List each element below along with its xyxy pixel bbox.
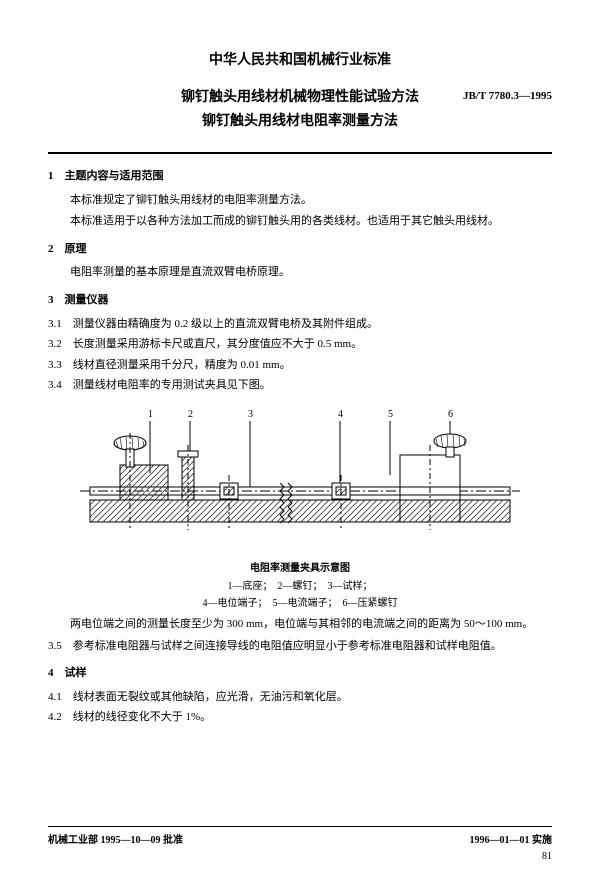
section-3-1: 3.1 测量仪器由精确度为 0.2 级以上的直流双臂电桥及其附件组成。 [48,316,552,334]
footer-left: 机械工业部 1995—10—09 批准 [48,831,183,846]
title-block: 铆钉触头用线材机械物理性能试验方法 铆钉触头用线材电阻率测量方法 JB/T 77… [48,86,552,134]
fig-label-1: 1 [148,409,153,420]
section-3-2: 3.2 长度测量采用游标卡尺或直尺，其分度值应不大于 0.5 mm。 [48,336,552,354]
section-2-heading: 2 原理 [48,241,552,259]
fig-label-2: 2 [188,409,193,420]
section-4-heading: 4 试样 [48,665,552,683]
document-page: 中华人民共和国机械行业标准 铆钉触头用线材机械物理性能试验方法 铆钉触头用线材电… [0,0,600,750]
standard-code: JB/T 7780.3—1995 [463,88,552,106]
figure-legend-1: 1—底座； 2—螺钉； 3—试样； [48,579,552,595]
fig-label-5: 5 [388,409,393,420]
figure-caption: 电阻率测量夹具示意图 [48,561,552,577]
fig-label-4: 4 [338,409,343,420]
title-line-2: 铆钉触头用线材电阻率测量方法 [181,110,419,134]
section-4-1: 4.1 线材表面无裂纹或其他缺陷，应光滑，无油污和氧化层。 [48,689,552,707]
section-3-3: 3.3 线材直径测量采用千分尺，精度为 0.01 mm。 [48,357,552,375]
section-2-p1: 电阻率测量的基本原理是直流双臂电桥原理。 [48,264,552,282]
section-3-5: 3.5 参考标准电阻器与试样之间连接导线的电阻值应明显小于参考标准电阻器和试样电… [48,638,552,656]
figure-legend-2: 4—电位端子； 5—电流端子； 6—压紧螺钉 [48,596,552,612]
title-line-1: 铆钉触头用线材机械物理性能试验方法 [181,86,419,110]
footer-right: 1996—01—01 实施 [470,831,553,846]
section-3-heading: 3 测量仪器 [48,292,552,310]
fig-label-3: 3 [248,409,253,420]
footer: 机械工业部 1995—10—09 批准 1996—01—01 实施 [48,824,552,846]
fig-label-6: 6 [448,409,453,420]
section-4-2: 4.2 线材的线径变化不大于 1%。 [48,709,552,727]
footer-divider [48,826,552,827]
section-1-p2: 本标准适用于以各种方法加工而成的铆钉触头用的各类线材。也适用于其它触头用线材。 [48,213,552,231]
section-1-heading: 1 主题内容与适用范围 [48,168,552,186]
divider-top [48,152,552,154]
section-1-p1: 本标准规定了铆钉触头用线材的电阻率测量方法。 [48,192,552,210]
section-3-after-fig: 两电位端之间的测量长度至少为 300 mm，电位端与其相邻的电流端之间的距离为 … [48,616,552,634]
page-number: 81 [542,851,552,862]
fixture-diagram: 1 2 3 4 5 6 [48,405,552,555]
section-3-4: 3.4 测量线材电阻率的专用测试夹具见下图。 [48,377,552,395]
org-header: 中华人民共和国机械行业标准 [48,50,552,72]
